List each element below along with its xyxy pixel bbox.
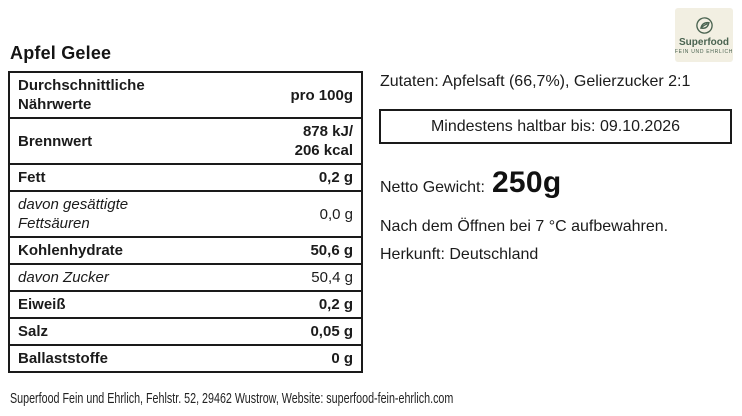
origin-text: Herkunft: Deutschland [380, 246, 539, 263]
brand-tagline: FEIN UND EHRLICH [674, 48, 734, 55]
nutrient-value: 0,0 g [251, 190, 363, 238]
leaf-icon [695, 16, 713, 34]
table-header-row: Durchschnittliche Nährwerte pro 100g [8, 71, 363, 119]
nutrient-label: Salz [8, 317, 251, 346]
nutrient-label: davon Zucker [8, 263, 251, 292]
nutrient-label: Kohlenhydrate [8, 236, 251, 265]
storage-instructions: Nach dem Öffnen bei 7 °C aufbewahren. [380, 218, 669, 235]
nutrient-label: Brennwert [8, 117, 251, 165]
best-before-box: Mindestens haltbar bis: 09.10.2026 [379, 109, 732, 144]
best-before-text: Mindestens haltbar bis: 09.10.2026 [430, 117, 681, 135]
nutrient-value: 50,6 g [251, 236, 363, 265]
net-weight: Netto Gewicht: 250g [380, 166, 562, 200]
nutrient-label: Eiweiß [8, 290, 251, 319]
nutrient-value: 0,2 g [251, 163, 363, 192]
table-row-kohlenhydrate: Kohlenhydrate 50,6 g [8, 236, 363, 265]
nutrient-value: 50,4 g [251, 263, 363, 292]
table-row-gesaettigte-fettsaeuren: davon gesättigte Fettsäuren 0,0 g [8, 190, 363, 238]
nutrient-value: 0,2 g [251, 290, 363, 319]
table-row-eiweiss: Eiweiß 0,2 g [8, 290, 363, 319]
nutrient-value: 0 g [251, 344, 363, 373]
nutrition-header-unit: pro 100g [251, 71, 363, 119]
table-row-fett: Fett 0,2 g [8, 163, 363, 192]
nutrition-table: Durchschnittliche Nährwerte pro 100g Bre… [8, 71, 363, 373]
net-weight-label: Netto Gewicht: [380, 179, 485, 196]
nutrition-header-label: Durchschnittliche Nährwerte [8, 71, 251, 119]
brand-logo: Superfood FEIN UND EHRLICH [675, 8, 733, 62]
nutrient-value: 0,05 g [251, 317, 363, 346]
ingredients-text: Zutaten: Apfelsaft (66,7%), Gelierzucker… [380, 73, 691, 90]
manufacturer-address: Superfood Fein und Ehrlich, Fehlstr. 52,… [10, 391, 454, 407]
net-weight-value: 250g [491, 166, 562, 199]
table-row-ballaststoffe: Ballaststoffe 0 g [8, 344, 363, 373]
table-row-salz: Salz 0,05 g [8, 317, 363, 346]
table-row-zucker: davon Zucker 50,4 g [8, 263, 363, 292]
brand-name: Superfood [679, 36, 729, 48]
nutrient-value: 878 kJ/ 206 kcal [251, 117, 363, 165]
product-title: Apfel Gelee [10, 43, 112, 63]
nutrient-label: Ballaststoffe [8, 344, 251, 373]
nutrient-label: davon gesättigte Fettsäuren [8, 190, 251, 238]
table-row-brennwert: Brennwert 878 kJ/ 206 kcal [8, 117, 363, 165]
nutrient-label: Fett [8, 163, 251, 192]
